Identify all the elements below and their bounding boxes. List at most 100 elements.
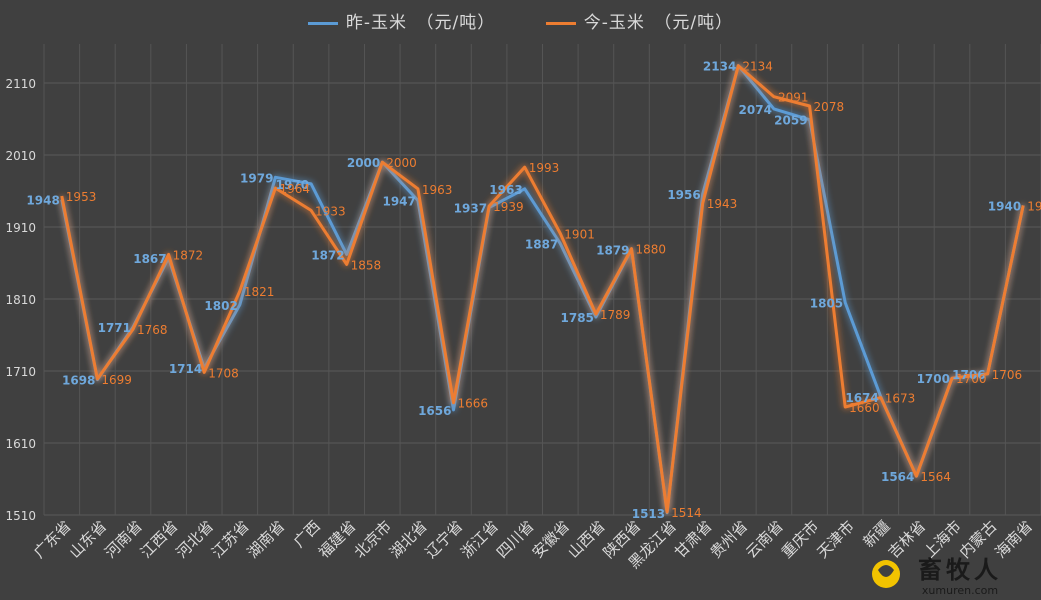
data-label-today: 1789: [600, 308, 631, 322]
data-label-today: 1564: [920, 470, 951, 484]
data-label-yesterday: 1802: [204, 299, 237, 313]
data-label-yesterday: 1714: [169, 362, 202, 376]
data-label-yesterday: 1867: [133, 252, 166, 266]
legend-swatch-yesterday: [307, 21, 338, 25]
data-label-today: 1933: [315, 204, 346, 218]
series-line-today: [60, 64, 1025, 514]
data-label-today: 1666: [457, 397, 488, 411]
x-tick-label: 湖南省: [244, 517, 289, 562]
data-label-yesterday: 1656: [418, 404, 451, 418]
legend-label-yesterday: 昨-玉米 （元/吨）: [345, 13, 496, 33]
data-label-today: 1699: [101, 373, 132, 387]
x-tick-label: 甘肃省: [671, 517, 716, 562]
data-label-today: 1700: [956, 372, 987, 386]
data-label-today: 1963: [422, 183, 453, 197]
data-label-today: 1872: [173, 248, 204, 262]
series-line-yesterday: [60, 64, 1025, 515]
y-tick-label: 2010: [5, 149, 36, 163]
x-tick-label: 贵州省: [707, 517, 752, 562]
data-label-today: 1953: [66, 190, 97, 204]
x-tick-label: 安徽省: [529, 517, 574, 562]
data-label-today: 1901: [564, 227, 595, 241]
data-label-yesterday: 1674: [845, 391, 878, 405]
y-tick-label: 2110: [5, 77, 36, 91]
data-label-today: 1993: [529, 161, 560, 175]
data-label-yesterday: 2000: [347, 156, 380, 170]
data-label-today: 1821: [244, 285, 275, 299]
legend-item-yesterday[interactable]: 昨-玉米 （元/吨）: [307, 8, 496, 33]
x-tick-label: 四川省: [493, 517, 538, 562]
data-label-yesterday: 1879: [596, 243, 629, 257]
y-tick-label: 1710: [5, 365, 36, 379]
grid-lines: [43, 44, 1041, 516]
data-label-yesterday: 2074: [739, 103, 772, 117]
data-label-yesterday: 1979: [240, 171, 273, 185]
legend-swatch-today: [545, 21, 576, 25]
data-label-yesterday: 1513: [632, 507, 665, 521]
data-label-today: 1858: [351, 258, 382, 272]
data-label-yesterday: 1970: [276, 178, 309, 192]
data-label-today: 1768: [137, 323, 168, 337]
data-label-today: 1706: [992, 368, 1023, 382]
data-labels: 1948 1698 1771 1867 1714 1802 1979 1970 1872 2000…: [26, 60, 1041, 521]
y-tick-label: 1510: [5, 509, 36, 523]
x-tick-label: 云南省: [742, 517, 787, 562]
data-label-yesterday: 1937: [454, 202, 487, 216]
data-label-yesterday: 1771: [98, 321, 131, 335]
data-label-yesterday: 1564: [881, 470, 914, 484]
x-tick-label: 吉林省: [885, 517, 930, 562]
x-tick-label: 广东省: [30, 517, 75, 562]
x-tick-label: 重庆市: [778, 517, 823, 562]
x-tick-label: 天津市: [813, 517, 858, 562]
data-label-today: 1964: [279, 182, 310, 196]
x-tick-label: 江苏省: [208, 517, 253, 562]
data-label-yesterday: 1698: [62, 374, 95, 388]
data-label-yesterday: 1956: [667, 188, 700, 202]
data-label-today: 2000: [386, 156, 417, 170]
x-tick-label: 湖北省: [386, 517, 431, 562]
data-label-yesterday: 1948: [26, 194, 59, 208]
x-tick-label: 海南省: [991, 517, 1036, 562]
x-tick-label: 山东省: [66, 517, 111, 562]
data-label-today: 1708: [208, 366, 239, 380]
data-label-yesterday: 1887: [525, 238, 558, 252]
legend-item-today[interactable]: 今-玉米 （元/吨）: [545, 8, 734, 33]
data-label-yesterday: 1706: [952, 368, 985, 382]
y-tick-label: 1810: [5, 293, 36, 307]
data-label-yesterday: 2134: [703, 60, 736, 74]
data-label-today: 2078: [814, 100, 845, 114]
legend-label-today: 今-玉米 （元/吨）: [583, 13, 734, 33]
data-label-today: 1939: [493, 200, 524, 214]
data-label-today: 1880: [636, 243, 667, 257]
watermark: 畜牧人 xumuren.com: [872, 556, 1002, 597]
data-label-yesterday: 2059: [774, 114, 807, 128]
data-label-yesterday: 1805: [810, 297, 843, 311]
watermark-subtext: xumuren.com: [922, 584, 998, 597]
data-label-today: 1673: [885, 392, 916, 406]
watermark-logo-icon: [872, 560, 900, 588]
data-label-today: 2134: [742, 60, 773, 74]
data-label-today: 1514: [671, 506, 702, 520]
x-tick-label: 北京市: [351, 517, 396, 562]
y-tick-label: 1610: [5, 437, 36, 451]
x-tick-label: 河北省: [173, 517, 218, 562]
data-label-today: 1943: [707, 197, 738, 211]
x-tick-label: 山西省: [564, 517, 609, 562]
data-label-yesterday: 1700: [917, 372, 950, 386]
x-tick-label: 辽宁省: [422, 517, 467, 562]
data-label-yesterday: 1872: [311, 248, 344, 262]
data-label-yesterday: 1785: [561, 311, 594, 325]
x-tick-label: 江西省: [137, 517, 182, 562]
data-label-today: 1660: [849, 401, 880, 415]
x-tick-label: 河南省: [101, 517, 146, 562]
x-tick-label: 内蒙古: [956, 517, 1001, 562]
data-label-today: 2091: [778, 91, 809, 105]
x-tick-label: 上海市: [920, 517, 965, 562]
data-label-today: 1940: [1027, 199, 1041, 213]
watermark-text: 畜牧人: [918, 556, 1002, 584]
data-label-yesterday: 1947: [382, 194, 415, 208]
data-label-yesterday: 1940: [988, 199, 1021, 213]
x-tick-label: 福建省: [315, 517, 360, 562]
